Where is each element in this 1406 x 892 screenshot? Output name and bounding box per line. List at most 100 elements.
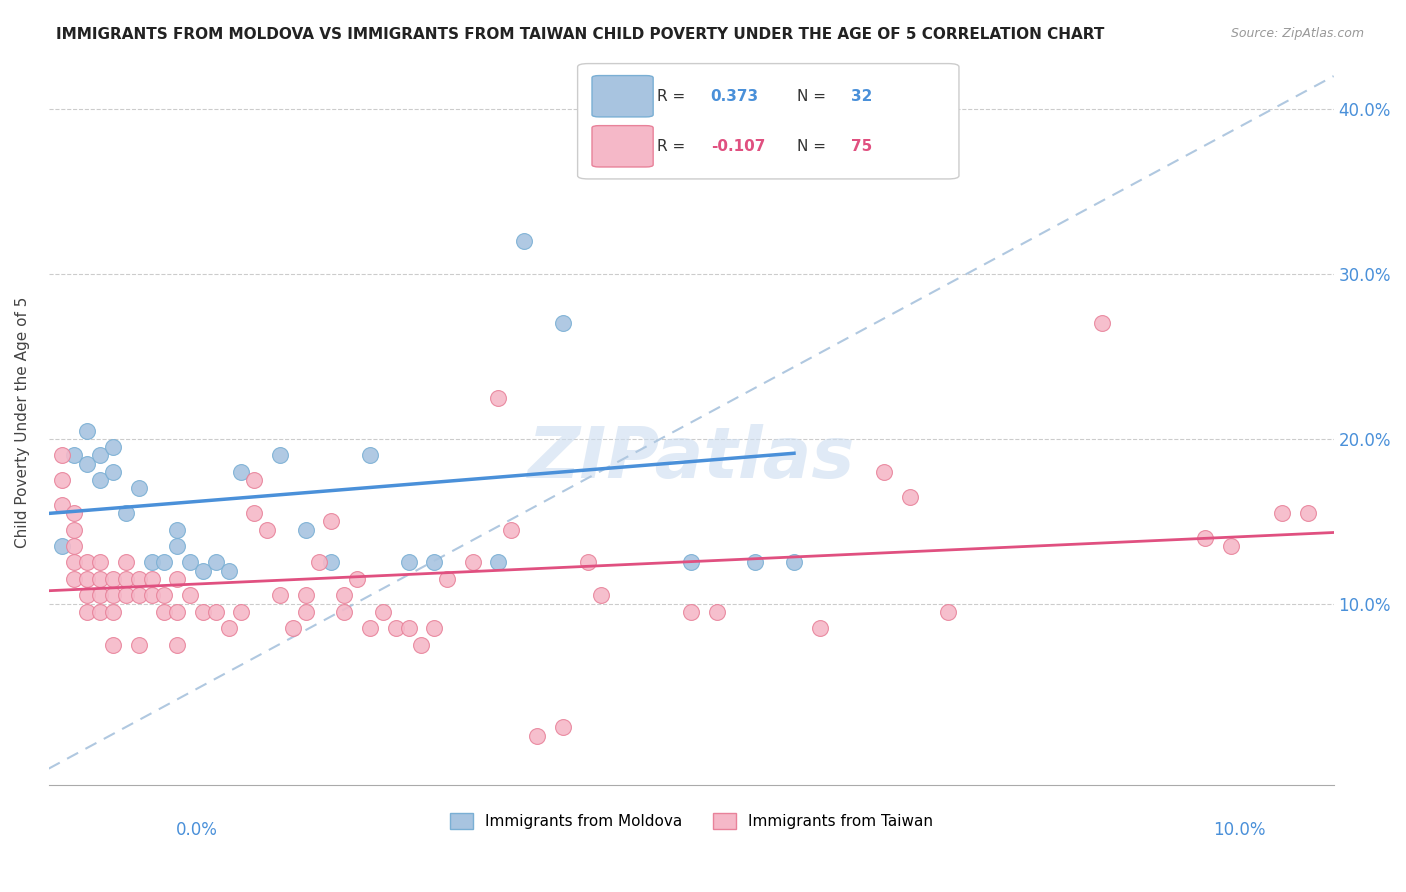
Point	[166, 539, 188, 553]
Point	[204, 556, 226, 570]
Point	[744, 556, 766, 570]
Point	[51, 448, 73, 462]
Point	[1296, 506, 1319, 520]
Point	[141, 572, 163, 586]
Point	[359, 622, 381, 636]
Point	[218, 622, 240, 636]
Point	[89, 473, 111, 487]
Point	[89, 589, 111, 603]
Point	[513, 234, 536, 248]
Point	[166, 523, 188, 537]
Point	[371, 605, 394, 619]
Point	[681, 605, 703, 619]
Point	[89, 605, 111, 619]
Point	[63, 556, 86, 570]
Point	[101, 605, 124, 619]
Text: IMMIGRANTS FROM MOLDOVA VS IMMIGRANTS FROM TAIWAN CHILD POVERTY UNDER THE AGE OF: IMMIGRANTS FROM MOLDOVA VS IMMIGRANTS FR…	[56, 27, 1105, 42]
Point	[1219, 539, 1241, 553]
Point	[166, 605, 188, 619]
Point	[179, 589, 201, 603]
Point	[101, 589, 124, 603]
Point	[218, 564, 240, 578]
Point	[179, 556, 201, 570]
Point	[231, 465, 253, 479]
Point	[101, 465, 124, 479]
Point	[63, 539, 86, 553]
Text: ZIPatlas: ZIPatlas	[527, 424, 855, 493]
Point	[89, 556, 111, 570]
Legend: Immigrants from Moldova, Immigrants from Taiwan: Immigrants from Moldova, Immigrants from…	[443, 807, 939, 836]
Point	[308, 556, 330, 570]
Point	[501, 523, 523, 537]
Text: 10.0%: 10.0%	[1213, 821, 1265, 838]
Point	[294, 523, 316, 537]
Point	[63, 448, 86, 462]
Point	[76, 589, 98, 603]
Point	[76, 556, 98, 570]
Point	[128, 638, 150, 652]
Point	[936, 605, 959, 619]
Point	[359, 448, 381, 462]
Point	[654, 160, 676, 174]
Point	[141, 556, 163, 570]
Point	[51, 539, 73, 553]
Point	[115, 506, 138, 520]
Point	[115, 572, 138, 586]
Point	[153, 605, 176, 619]
Point	[128, 572, 150, 586]
Point	[398, 556, 420, 570]
Text: Source: ZipAtlas.com: Source: ZipAtlas.com	[1230, 27, 1364, 40]
Point	[101, 440, 124, 454]
Point	[1271, 506, 1294, 520]
Point	[423, 556, 446, 570]
Point	[243, 506, 266, 520]
Point	[115, 589, 138, 603]
Text: 0.0%: 0.0%	[176, 821, 218, 838]
Point	[321, 514, 343, 528]
Point	[128, 481, 150, 495]
Point	[166, 638, 188, 652]
Point	[321, 556, 343, 570]
Point	[281, 622, 304, 636]
Point	[526, 729, 548, 743]
Point	[488, 391, 510, 405]
Point	[384, 622, 406, 636]
Point	[204, 605, 226, 619]
Point	[153, 556, 176, 570]
Point	[1091, 317, 1114, 331]
Point	[89, 572, 111, 586]
Point	[191, 605, 214, 619]
Point	[231, 605, 253, 619]
Point	[51, 473, 73, 487]
Point	[346, 572, 368, 586]
Point	[76, 605, 98, 619]
Point	[63, 523, 86, 537]
Point	[681, 556, 703, 570]
Point	[51, 498, 73, 512]
Point	[808, 622, 831, 636]
Point	[166, 572, 188, 586]
Point	[115, 556, 138, 570]
Point	[706, 605, 728, 619]
Point	[256, 523, 278, 537]
Point	[63, 572, 86, 586]
Point	[269, 448, 291, 462]
Point	[1194, 531, 1216, 545]
Point	[898, 490, 921, 504]
Point	[411, 638, 433, 652]
Point	[128, 589, 150, 603]
Point	[141, 589, 163, 603]
Point	[101, 572, 124, 586]
Point	[101, 638, 124, 652]
Point	[461, 556, 484, 570]
Point	[294, 589, 316, 603]
Point	[294, 605, 316, 619]
Point	[591, 589, 613, 603]
Point	[488, 556, 510, 570]
Point	[873, 465, 896, 479]
Point	[551, 720, 574, 734]
Point	[551, 317, 574, 331]
Point	[576, 556, 599, 570]
Point	[76, 457, 98, 471]
Point	[153, 589, 176, 603]
